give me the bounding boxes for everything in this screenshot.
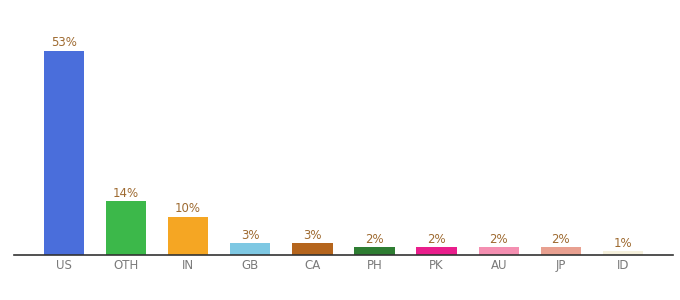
Text: 3%: 3% (241, 229, 260, 242)
Text: 3%: 3% (303, 229, 322, 242)
Text: 10%: 10% (175, 202, 201, 215)
Bar (541, 247, 581, 255)
Bar (292, 243, 333, 255)
Bar (168, 217, 208, 255)
Text: 2%: 2% (365, 233, 384, 246)
Text: 2%: 2% (427, 233, 446, 246)
Text: 2%: 2% (490, 233, 508, 246)
Text: 1%: 1% (614, 237, 632, 250)
Bar (44, 51, 84, 255)
Text: 2%: 2% (551, 233, 571, 246)
Text: 14%: 14% (113, 187, 139, 200)
Bar (230, 243, 271, 255)
Bar (416, 247, 457, 255)
Bar (354, 247, 394, 255)
Bar (603, 251, 643, 255)
Bar (105, 201, 146, 255)
Text: 53%: 53% (51, 36, 77, 50)
Bar (479, 247, 519, 255)
